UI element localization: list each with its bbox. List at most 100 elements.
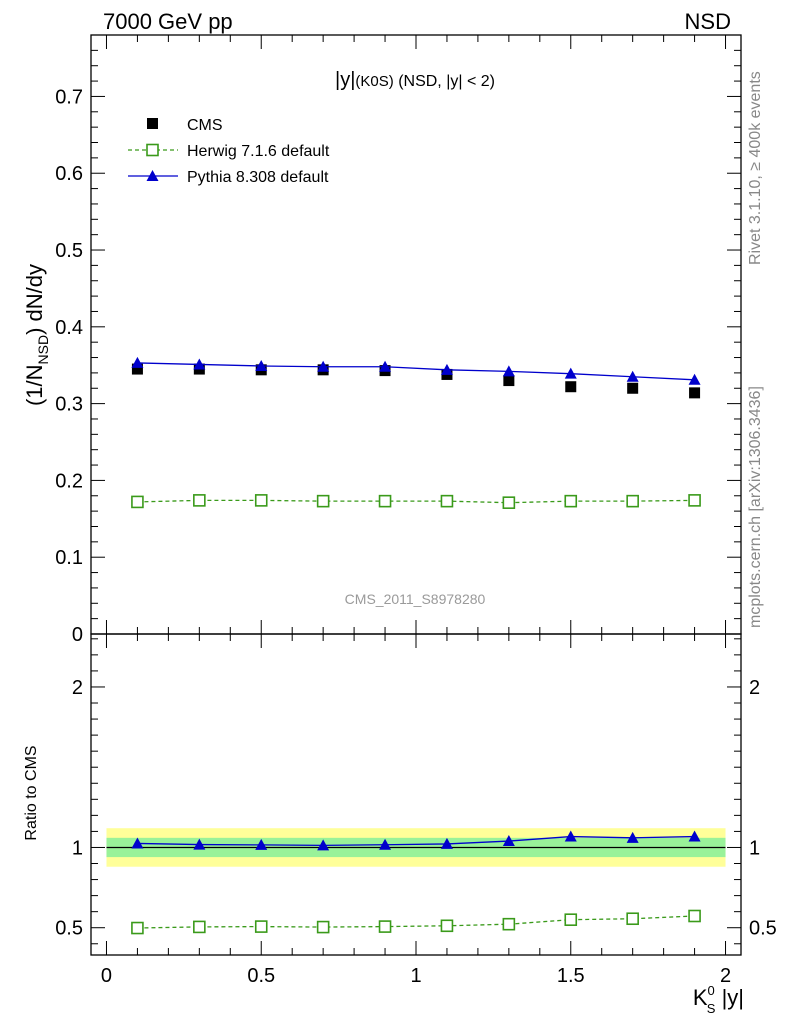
main-ytick-label: 0.4	[55, 317, 83, 339]
ratio-marks	[131, 830, 701, 935]
analysis-watermark: CMS_2011_S8978280	[345, 591, 486, 607]
plot-title-prefix: |y|	[335, 69, 355, 91]
ratio-pythia-point	[255, 838, 268, 850]
ratio-xtick-label: 1	[410, 965, 421, 987]
legend-pythia-marker	[146, 170, 159, 181]
main-ytick-label: 0.3	[55, 394, 83, 416]
ratio-ytick-label: 2	[72, 677, 83, 699]
main-y-axis-label: (1/NNSD) dN/dy	[22, 264, 51, 406]
herwig-point	[502, 496, 516, 509]
main-ytick-label: 0.7	[55, 86, 83, 108]
herwig-point	[440, 494, 454, 508]
legend-herwig-label: Herwig 7.1.6 default	[187, 143, 330, 160]
ratio-pythia-point	[379, 838, 392, 850]
pythia-point	[379, 360, 392, 372]
ratio-pythia-point	[193, 838, 206, 850]
legend: CMS Herwig 7.1.6 default Pythia 8.308 de…	[128, 117, 330, 186]
plot-title: |y|(K0S) (NSD, |y| < 2)	[335, 69, 495, 91]
plot-title-suffix: (NSD, |y| < 2)	[394, 73, 495, 90]
pythia-point	[564, 367, 577, 379]
xlabel-end: |y|	[715, 985, 744, 1010]
ratio-herwig-point	[254, 920, 268, 933]
ratio-ytick-label: 0.5	[55, 918, 83, 940]
ratio-pythia-point	[502, 835, 515, 847]
pythia-point	[193, 358, 206, 370]
header-left: 7000 GeV pp	[103, 9, 233, 34]
xlabel-sub: S	[707, 1001, 716, 1016]
pythia-point	[502, 365, 515, 377]
ratio-xtick-label: 2	[720, 965, 731, 987]
herwig-point	[131, 495, 144, 509]
pythia-point	[626, 370, 639, 382]
pythia-point	[255, 359, 268, 371]
legend-cms-marker	[147, 118, 158, 129]
ratio-herwig-point	[440, 919, 454, 933]
ratio-herwig-point	[378, 920, 392, 933]
ratio-ytick-label-right: 2	[749, 677, 760, 699]
cms-point	[689, 387, 701, 399]
herwig-point	[254, 494, 268, 507]
main-panel: CMS_2011_S8978280 |y|(K0S) (NSD, |y| < 2…	[22, 34, 742, 646]
ratio-panel: 0 0.5 1 1.5 2 0.5 0.5 1 1 2 2 Ratio to CMS	[23, 633, 777, 987]
pythia-point	[688, 373, 701, 385]
ratio-herwig-point	[688, 909, 701, 923]
ylabel-sub: NSD	[35, 335, 51, 365]
cms-point	[565, 381, 577, 393]
ratio-frame	[90, 633, 742, 956]
header-right: NSD	[685, 9, 731, 34]
ratio-herwig-point	[316, 920, 330, 934]
plot-title-particle: (K0S)	[355, 73, 393, 90]
pythia-point	[317, 360, 330, 372]
herwig-point	[626, 494, 639, 508]
x-axis-label: K0 S |y|	[693, 983, 744, 1016]
ratio-herwig-point	[193, 920, 206, 934]
main-axes: 0 0.1 0.2 0.3 0.4 0.5 0.6 0.7	[55, 34, 742, 646]
ratio-y-axis-label: Ratio to CMS	[23, 745, 40, 840]
cms-point	[131, 363, 143, 375]
ratio-pythia-point	[440, 837, 453, 849]
ylabel-main: (1/N	[22, 364, 47, 406]
main-ytick-label: 0.2	[55, 470, 83, 492]
ratio-herwig-point	[626, 912, 639, 926]
main-ytick-label: 0.5	[55, 240, 83, 262]
ratio-pythia-point	[131, 837, 144, 849]
ratio-pythia-point	[688, 830, 701, 842]
xlabel-sup: 0	[708, 983, 715, 998]
main-ytick-label: 0.6	[55, 163, 83, 185]
cms-point	[503, 375, 515, 387]
pythia-line	[137, 362, 695, 381]
ratio-pythia-point	[626, 831, 639, 843]
legend-pythia-label: Pythia 8.308 default	[187, 169, 329, 186]
herwig-line	[137, 499, 695, 504]
ratio-ytick-label: 1	[72, 837, 83, 859]
ratio-ytick-label-right: 1	[749, 837, 760, 859]
ratio-xtick-label: 1.5	[557, 965, 585, 987]
main-marks	[131, 356, 701, 509]
xlabel-main: K	[693, 985, 708, 1010]
ylabel-end: ) dN/dy	[22, 264, 47, 335]
ratio-xtick-label: 0	[101, 965, 112, 987]
ratio-pythia-point	[564, 830, 577, 842]
ratio-herwig-point	[502, 917, 516, 931]
herwig-point	[378, 494, 392, 508]
mcplots-info: mcplots.cern.ch [arXiv:1306.3436]	[747, 386, 764, 628]
ratio-pythia-point	[317, 839, 330, 851]
main-ytick-label: 0	[72, 624, 83, 646]
herwig-point	[193, 494, 206, 507]
herwig-point	[688, 494, 701, 507]
ratio-ytick-label-right: 0.5	[749, 918, 777, 940]
main-ytick-label: 0.1	[55, 547, 83, 569]
ratio-herwig-point	[131, 921, 144, 935]
ratio-xtick-label: 0.5	[247, 965, 275, 987]
pythia-point	[131, 356, 144, 368]
herwig-point	[564, 494, 578, 508]
pythia-point	[440, 363, 453, 375]
ratio-herwig-line	[137, 915, 695, 929]
rivet-info: Rivet 3.1.10, ≥ 400k events	[747, 71, 764, 265]
ratio-axes: 0 0.5 1 1.5 2 0.5 0.5 1 1 2 2	[55, 633, 777, 987]
herwig-point	[316, 494, 330, 508]
ratio-herwig-point	[564, 913, 578, 926]
ratio-pythia-line	[137, 835, 695, 847]
